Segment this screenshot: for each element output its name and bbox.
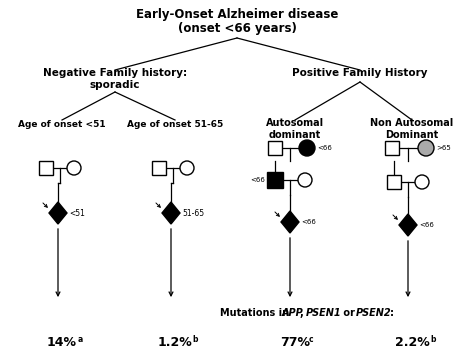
Text: <66: <66: [250, 177, 265, 183]
Text: <51: <51: [69, 208, 85, 218]
Polygon shape: [281, 211, 299, 233]
Text: 1.2%: 1.2%: [158, 336, 192, 349]
Text: <66: <66: [301, 219, 316, 225]
Text: a: a: [78, 335, 83, 344]
Text: PSEN2: PSEN2: [356, 308, 392, 318]
Circle shape: [418, 140, 434, 156]
Circle shape: [298, 173, 312, 187]
Bar: [39, 161, 53, 175]
Polygon shape: [49, 202, 67, 224]
Text: :: :: [390, 308, 394, 318]
Text: Positive Family History: Positive Family History: [292, 68, 428, 78]
Text: Non Autosomal
Dominant: Non Autosomal Dominant: [370, 118, 454, 140]
Circle shape: [180, 161, 194, 175]
Text: c: c: [309, 335, 314, 344]
Circle shape: [415, 175, 429, 189]
Text: Autosomal
dominant: Autosomal dominant: [266, 118, 324, 140]
Text: Age of onset <51: Age of onset <51: [18, 120, 106, 129]
Text: 51-65: 51-65: [182, 208, 204, 218]
Text: ,: ,: [300, 308, 307, 318]
Text: <66: <66: [419, 222, 434, 228]
Bar: [152, 161, 166, 175]
Text: Early-Onset Alzheimer disease: Early-Onset Alzheimer disease: [136, 8, 338, 21]
Text: 14%: 14%: [47, 336, 77, 349]
Text: <66: <66: [317, 145, 332, 151]
Text: b: b: [430, 335, 436, 344]
Bar: [387, 175, 401, 189]
Text: >65: >65: [436, 145, 451, 151]
Bar: [268, 141, 282, 155]
Text: 77%: 77%: [280, 336, 310, 349]
Text: or: or: [340, 308, 358, 318]
Text: b: b: [192, 335, 198, 344]
Text: APP: APP: [282, 308, 304, 318]
Circle shape: [67, 161, 81, 175]
Text: (onset <66 years): (onset <66 years): [178, 22, 296, 35]
Text: Age of onset 51-65: Age of onset 51-65: [127, 120, 223, 129]
Text: 2.2%: 2.2%: [395, 336, 429, 349]
Bar: [267, 172, 283, 188]
Polygon shape: [399, 214, 417, 236]
Circle shape: [299, 140, 315, 156]
Bar: [385, 141, 399, 155]
Polygon shape: [162, 202, 180, 224]
Text: Mutations in: Mutations in: [220, 308, 292, 318]
Text: Negative Family history:
sporadic: Negative Family history: sporadic: [43, 68, 187, 90]
Text: PSEN1: PSEN1: [306, 308, 342, 318]
